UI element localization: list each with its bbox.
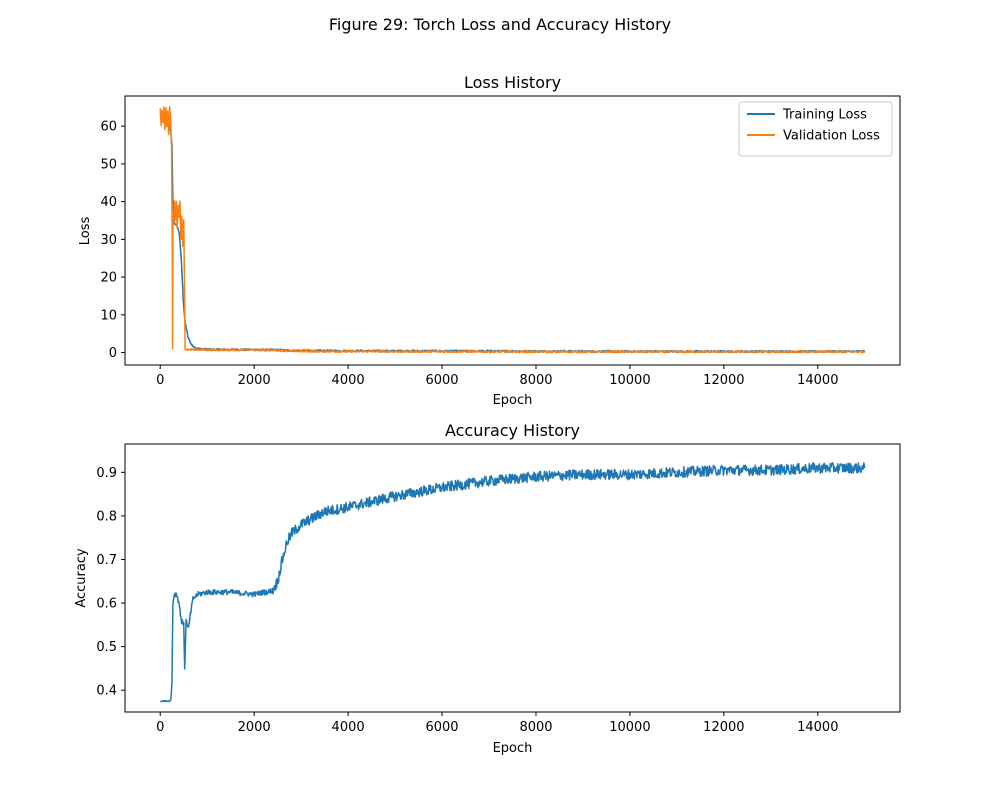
accuracy-y-tick-label: 0.5 xyxy=(96,640,117,655)
loss-y-tick-label: 0 xyxy=(109,346,117,361)
accuracy-x-axis-label: Epoch xyxy=(493,741,533,756)
legend-frame xyxy=(738,101,893,157)
loss-chart-title: Loss History xyxy=(464,73,561,92)
accuracy-plot-frame xyxy=(124,443,901,713)
loss-y-tick-label: 60 xyxy=(100,120,117,135)
accuracy-x-tick-label: 2000 xyxy=(238,720,271,735)
loss-y-tick-label: 50 xyxy=(100,157,117,172)
accuracy-x-tick-label: 0 xyxy=(156,720,164,735)
loss-x-tick-label: 6000 xyxy=(425,373,458,388)
accuracy-x-tick-label: 14000 xyxy=(797,720,838,735)
accuracy-y-tick-label: 0.6 xyxy=(96,597,117,612)
loss-y-tick-label: 30 xyxy=(100,233,117,248)
accuracy-history-chart: Accuracy History 0 2000 4000 6000 8000 10000 1… xyxy=(74,421,901,756)
loss-legend: Training Loss Validation Loss xyxy=(738,101,893,157)
accuracy-x-tick-label: 8000 xyxy=(519,720,552,735)
loss-y-tick-label: 10 xyxy=(100,308,117,323)
loss-y-axis-label: Loss xyxy=(78,217,93,246)
accuracy-y-tick-label: 0.7 xyxy=(96,553,117,568)
accuracy-x-tick-label: 12000 xyxy=(703,720,744,735)
accuracy-series-line xyxy=(159,461,866,703)
loss-x-tick-label: 2000 xyxy=(238,373,271,388)
figure-title: Figure 29: Torch Loss and Accuracy Histo… xyxy=(329,15,671,34)
accuracy-y-tick-label: 0.8 xyxy=(96,509,117,524)
accuracy-y-axis-label: Accuracy xyxy=(74,548,89,608)
loss-x-tick-label: 4000 xyxy=(332,373,365,388)
loss-x-axis-label: Epoch xyxy=(493,393,533,408)
loss-x-tick-label: 0 xyxy=(156,373,164,388)
accuracy-chart-title: Accuracy History xyxy=(445,421,580,440)
accuracy-y-tick-label: 0.9 xyxy=(96,466,117,481)
loss-y-tick-label: 40 xyxy=(100,195,117,210)
legend-label: Validation Loss xyxy=(783,129,880,144)
loss-plot-frame xyxy=(124,95,901,366)
loss-series-validation-loss xyxy=(159,105,866,354)
accuracy-x-tick-label: 6000 xyxy=(425,720,458,735)
accuracy-y-tick-label: 0.4 xyxy=(96,684,117,699)
accuracy-x-tick-label: 4000 xyxy=(332,720,365,735)
loss-y-tick-label: 20 xyxy=(100,271,117,286)
loss-x-tick-label: 8000 xyxy=(519,373,552,388)
loss-x-tick-label: 12000 xyxy=(703,373,744,388)
loss-history-chart: Loss History 0 2000 4000 6000 8000 10000 12000… xyxy=(78,73,901,408)
loss-x-tick-label: 14000 xyxy=(797,373,838,388)
loss-x-tick-label: 10000 xyxy=(609,373,650,388)
accuracy-x-tick-label: 10000 xyxy=(609,720,650,735)
legend-label: Training Loss xyxy=(782,108,867,123)
